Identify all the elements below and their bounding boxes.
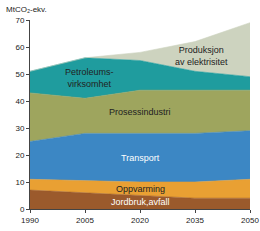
- svg-text:Jordbruk,avfall: Jordbruk,avfall: [111, 197, 170, 207]
- svg-text:MtCO₂-ekv.: MtCO₂-ekv.: [6, 5, 47, 14]
- svg-text:Transport: Transport: [121, 153, 160, 163]
- svg-text:10: 10: [15, 178, 24, 187]
- svg-text:1990: 1990: [21, 216, 39, 225]
- svg-text:50: 50: [15, 70, 24, 79]
- svg-text:2020: 2020: [131, 216, 149, 225]
- svg-text:2050: 2050: [241, 216, 259, 225]
- svg-text:40: 40: [15, 97, 24, 106]
- svg-text:Produksjonav elektrisitet: Produksjonav elektrisitet: [175, 45, 228, 67]
- svg-text:Petroleums-virksomhet: Petroleums-virksomhet: [65, 67, 114, 89]
- svg-text:Oppvarming: Oppvarming: [116, 184, 165, 194]
- svg-text:Prosessindustri: Prosessindustri: [109, 107, 171, 117]
- svg-text:70: 70: [15, 16, 24, 25]
- svg-text:20: 20: [15, 151, 24, 160]
- svg-text:2005: 2005: [76, 216, 94, 225]
- svg-text:2035: 2035: [186, 216, 204, 225]
- svg-text:60: 60: [15, 43, 24, 52]
- svg-text:30: 30: [15, 124, 24, 133]
- svg-text:0: 0: [20, 205, 25, 214]
